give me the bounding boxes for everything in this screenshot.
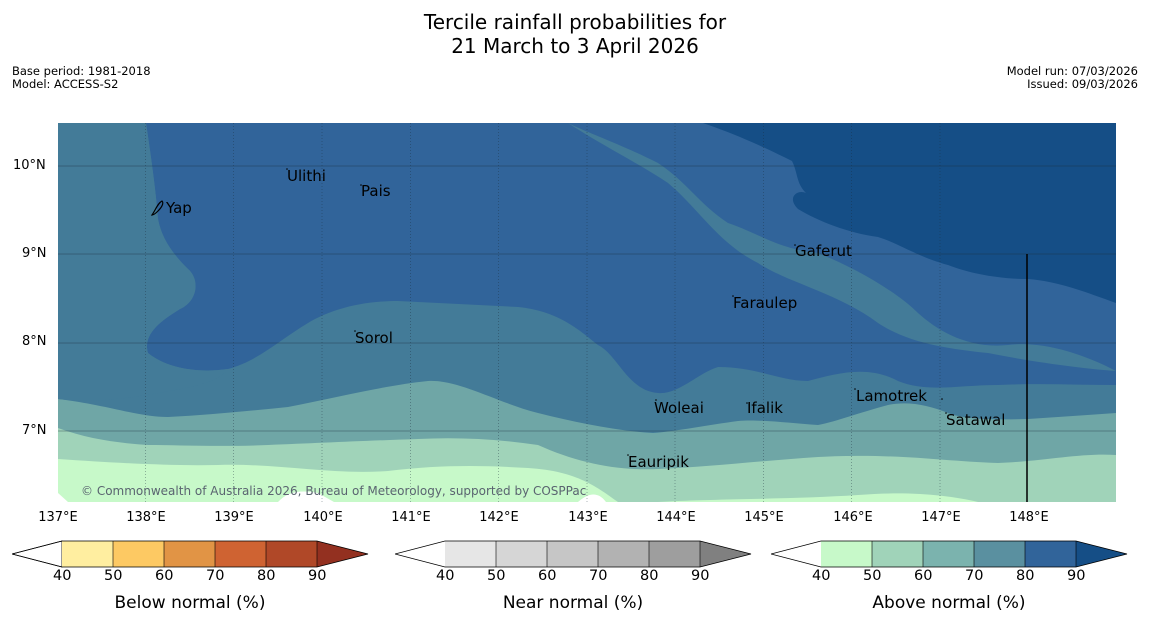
cb-above-swatch xyxy=(974,541,1025,567)
base-period: Base period: 1981-2018 xyxy=(12,64,151,78)
map-svg xyxy=(58,123,1116,502)
model-run: Model run: 07/03/2026 xyxy=(1006,64,1138,78)
lon-label-138e: 138°E xyxy=(126,510,166,525)
lon-label-146e: 146°E xyxy=(833,510,873,525)
place-label-sorol: Sorol xyxy=(355,329,393,347)
cb-near-swatch xyxy=(496,541,547,567)
cb-below-tick-80: 80 xyxy=(257,568,276,584)
issued-date: Issued: 09/03/2026 xyxy=(1027,77,1138,91)
cb-below-tick-90: 90 xyxy=(308,568,327,584)
cb-above-swatch xyxy=(821,541,872,567)
lat-label-9n: 9°N xyxy=(22,246,47,261)
title-line-2: 21 March to 3 April 2026 xyxy=(451,34,699,58)
cb-near-swatch xyxy=(649,541,700,567)
cb-below-swatch xyxy=(215,541,266,567)
lon-label-139e: 139°E xyxy=(214,510,254,525)
lat-label-8n: 8°N xyxy=(22,334,47,349)
meta-right: Model run: 07/03/2026 Issued: 09/03/2026 xyxy=(1007,65,1138,91)
cb-below-tick-70: 70 xyxy=(206,568,225,584)
cb-near-label: Near normal (%) xyxy=(502,593,644,613)
cb-near-swatch xyxy=(598,541,649,567)
place-label-yap: Yap xyxy=(166,199,192,217)
place-label-eauripik: Eauripik xyxy=(628,453,689,471)
place-label-faraulep: Faraulep xyxy=(733,294,798,312)
lon-label-137e: 137°E xyxy=(38,510,78,525)
cb-near-tick-90: 90 xyxy=(691,568,710,584)
place-label-lamotrek: Lamotrek xyxy=(856,387,927,405)
cb-near-tick-40: 40 xyxy=(436,568,455,584)
title-line-1: Tercile rainfall probabilities for xyxy=(423,10,727,34)
cb-near-tick-50: 50 xyxy=(487,568,506,584)
place-label-woleai: Woleai xyxy=(654,399,704,417)
cb-below-tick-40: 40 xyxy=(53,568,72,584)
cb-above-swatch xyxy=(923,541,974,567)
cb-above-tick-70: 70 xyxy=(965,568,984,584)
place-label-pais: Pais xyxy=(361,182,391,200)
place-label-satawal: Satawal xyxy=(946,411,1006,429)
place-label-ifalik: Ifalik xyxy=(747,399,783,417)
cb-above-tick-40: 40 xyxy=(812,568,831,584)
cb-below-swatch xyxy=(164,541,215,567)
colorbar-near-svg xyxy=(393,540,752,568)
cb-near-swatch xyxy=(445,541,496,567)
region-above-70-left xyxy=(58,123,228,401)
place-label-ulithi: Ulithi xyxy=(287,167,326,185)
lat-label-10n: 10°N xyxy=(13,158,46,173)
lon-label-148e: 148°E xyxy=(1009,510,1049,525)
region-above-90 xyxy=(703,123,1116,303)
colorbar-above-svg xyxy=(769,540,1128,568)
cb-below-tick-60: 60 xyxy=(155,568,174,584)
cb-below-tick-50: 50 xyxy=(104,568,123,584)
cb-below-swatch xyxy=(266,541,317,567)
model-name: Model: ACCESS-S2 xyxy=(12,77,119,91)
lat-label-7n: 7°N xyxy=(22,423,47,438)
lon-label-140e: 140°E xyxy=(303,510,343,525)
cb-near-tick-70: 70 xyxy=(589,568,608,584)
lon-label-147e: 147°E xyxy=(921,510,961,525)
cb-above-tick-50: 50 xyxy=(863,568,882,584)
cb-below-label: Below normal (%) xyxy=(114,593,266,613)
colorbar-near-normal: 40 50 60 70 80 90 Near normal (%) xyxy=(393,540,753,630)
cb-near-tick-60: 60 xyxy=(538,568,557,584)
cb-above-tick-80: 80 xyxy=(1016,568,1035,584)
gridlines xyxy=(58,123,1116,502)
cb-above-tick-90: 90 xyxy=(1067,568,1086,584)
cb-above-label: Above normal (%) xyxy=(872,593,1026,613)
cb-near-swatch xyxy=(547,541,598,567)
meta-left: Base period: 1981-2018 Model: ACCESS-S2 xyxy=(12,65,151,91)
copyright-text: © Commonwealth of Australia 2026, Bureau… xyxy=(81,484,587,498)
colorbar-above-normal: 40 50 60 70 80 90 Above normal (%) xyxy=(769,540,1129,630)
cb-above-tick-60: 60 xyxy=(914,568,933,584)
colorbar-below-normal: 40 50 60 70 80 90 Below normal (%) xyxy=(10,540,370,630)
cb-below-swatch xyxy=(113,541,164,567)
forecast-map: Yap Ulithi Pais Gaferut Faraulep Sorol L… xyxy=(58,123,1116,502)
cb-below-swatch xyxy=(62,541,113,567)
colorbar-below-svg xyxy=(10,540,369,568)
cb-near-tick-80: 80 xyxy=(640,568,659,584)
lon-label-143e: 143°E xyxy=(568,510,608,525)
yap-island-shape xyxy=(150,200,164,216)
lon-label-141e: 141°E xyxy=(391,510,431,525)
island-dots xyxy=(286,168,947,456)
cb-above-swatch xyxy=(1025,541,1076,567)
place-label-gaferut: Gaferut xyxy=(795,242,852,260)
cb-above-swatch xyxy=(872,541,923,567)
chart-title: Tercile rainfall probabilities for 21 Ma… xyxy=(0,10,1150,58)
lon-label-142e: 142°E xyxy=(479,510,519,525)
lon-label-144e: 144°E xyxy=(656,510,696,525)
lon-label-145e: 145°E xyxy=(744,510,784,525)
